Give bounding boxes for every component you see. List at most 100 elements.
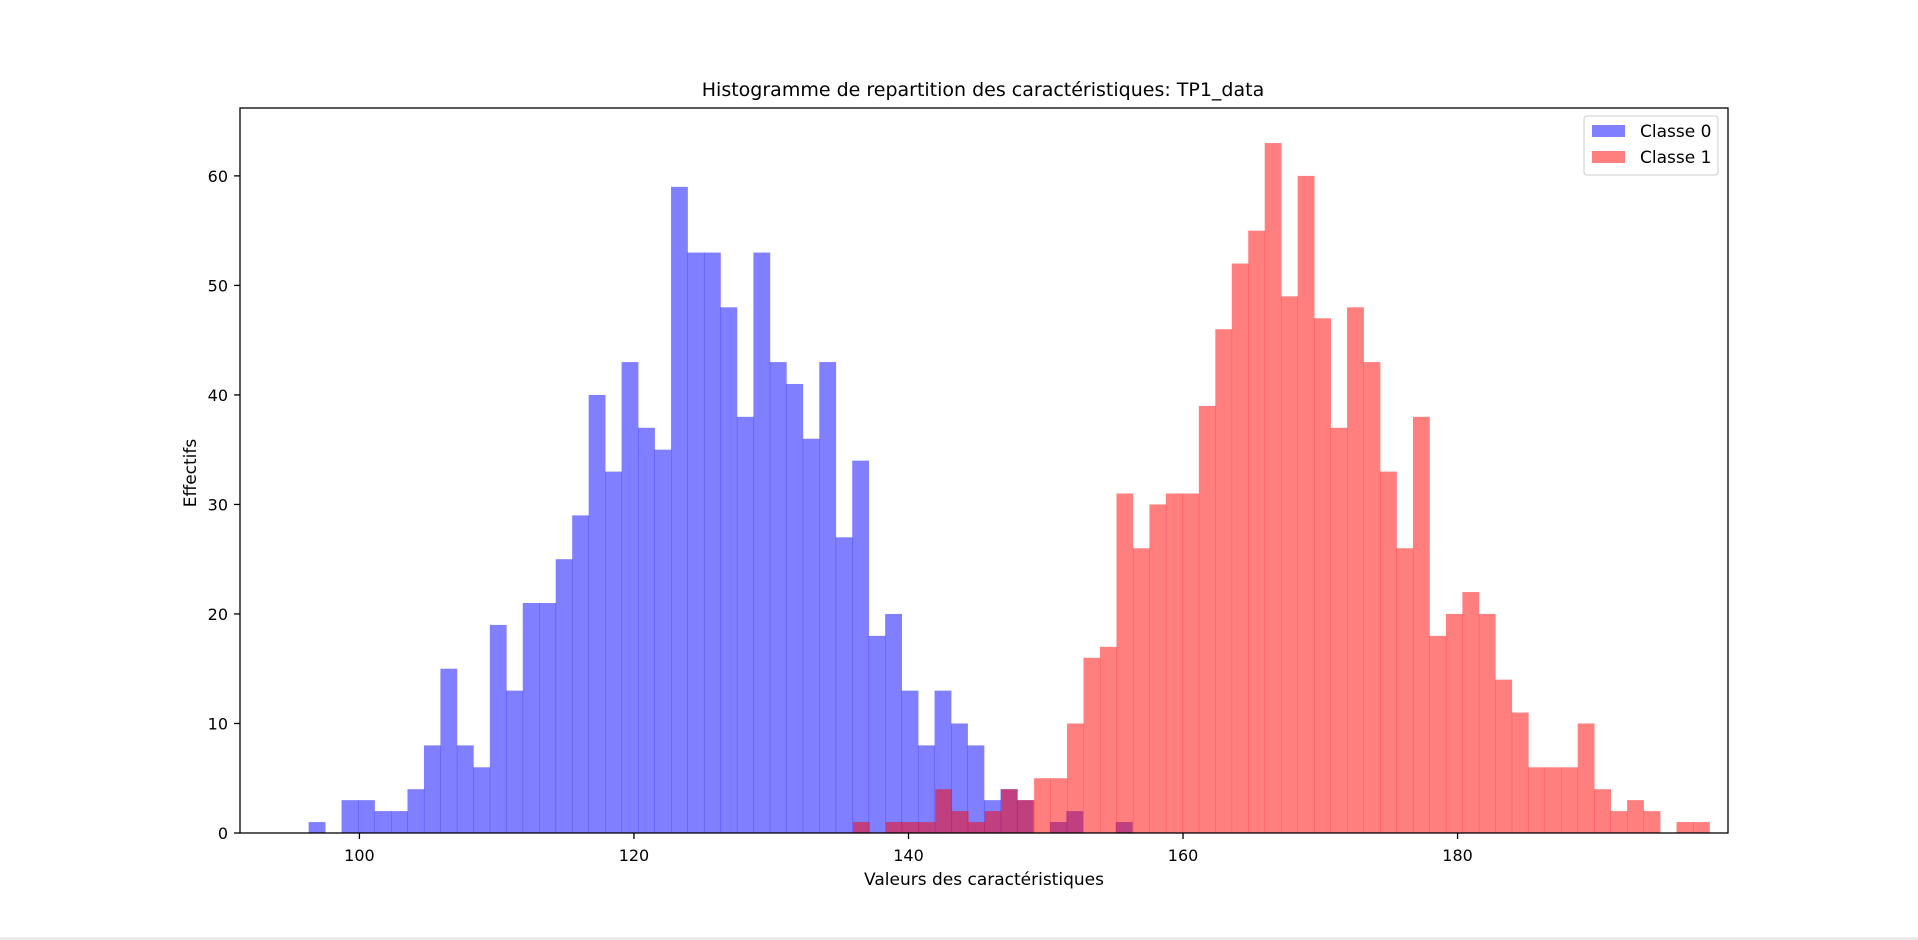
histogram-bar [1643, 811, 1661, 833]
histogram-bar [1594, 789, 1611, 833]
histogram-bar [671, 186, 688, 834]
histogram-bar [802, 438, 820, 833]
legend: Classe 0 Classe 1 [1583, 115, 1719, 176]
histogram-bar [868, 635, 886, 833]
histogram-bar [852, 460, 870, 833]
histogram-bar [308, 822, 326, 833]
histogram-bar [621, 362, 639, 833]
y-axis-label: Effectifs [181, 439, 201, 508]
x-tick-label: 160 [1168, 846, 1199, 865]
legend-label-classe-0: Classe 0 [1640, 122, 1711, 142]
histogram-bar [769, 362, 787, 833]
histogram-bar [786, 383, 804, 833]
histogram-bar [1050, 778, 1068, 833]
histogram-bar [539, 603, 557, 833]
histogram-bar [935, 789, 953, 833]
histogram-bar [423, 745, 441, 833]
histogram-bar [506, 690, 524, 833]
histogram-bar [819, 362, 837, 833]
histogram-bar [1544, 767, 1562, 833]
histogram-bar [852, 822, 870, 833]
x-tick-label: 180 [1442, 846, 1473, 865]
histogram-bar [1495, 679, 1513, 833]
histogram-bar [358, 800, 375, 833]
histogram-bar [703, 252, 721, 833]
histogram-bar [555, 559, 573, 833]
histogram-bar [1561, 767, 1579, 833]
histogram-bar [967, 745, 985, 833]
histogram-bar [1347, 307, 1364, 833]
y-tick-label: 30 [208, 495, 228, 514]
plot-area [308, 143, 1710, 834]
y-tick-label: 0 [218, 824, 228, 843]
histogram-bar [1330, 427, 1348, 833]
histogram-bar [1182, 493, 1200, 833]
histogram-bar [736, 416, 754, 833]
histogram-bar [901, 690, 919, 833]
x-axis-label: Valeurs des caractéristiques [864, 870, 1104, 890]
histogram-bar [1429, 635, 1447, 833]
histogram-bar [1264, 143, 1282, 834]
histogram-bar [1676, 822, 1694, 833]
classe-0-bars [308, 186, 1133, 834]
x-tick-label: 140 [893, 846, 924, 865]
histogram-bar [1248, 230, 1266, 833]
histogram-bar [1396, 548, 1414, 833]
histogram-bar [968, 822, 986, 833]
histogram-bar [1462, 592, 1480, 833]
histogram-bar [407, 789, 425, 833]
legend-swatch-classe-0 [1592, 125, 1625, 137]
histogram-bar [1528, 767, 1546, 833]
bottom-strip [0, 937, 1918, 940]
histogram-bar [720, 307, 738, 833]
histogram-bar [1067, 723, 1084, 833]
histogram-bar [1610, 811, 1628, 833]
y-tick-label: 40 [208, 386, 228, 405]
x-tick-label: 120 [619, 846, 650, 865]
histogram-bar [391, 811, 408, 833]
histogram-bar [885, 613, 902, 833]
histogram-bar [456, 745, 474, 833]
histogram-bar [638, 427, 655, 833]
histogram-bar [605, 471, 622, 833]
legend-label-classe-1: Classe 1 [1640, 148, 1711, 168]
y-tick-label: 10 [208, 714, 228, 733]
histogram-bar [1511, 712, 1529, 833]
histogram-bar [473, 767, 491, 833]
histogram-bar [572, 515, 590, 833]
histogram-bar [1281, 296, 1299, 833]
histogram-bar [885, 822, 903, 833]
histogram-bar [1297, 175, 1315, 833]
y-tick-label: 20 [208, 605, 228, 624]
histogram-bar [588, 394, 606, 833]
histogram-bar [951, 811, 969, 833]
histogram-bar [1627, 800, 1644, 833]
histogram-bar [654, 449, 672, 833]
histogram-bar [374, 811, 392, 833]
x-axis: 100 120 140 160 180 [344, 833, 1473, 865]
histogram-bar [1132, 548, 1150, 833]
histogram-bar [984, 811, 1002, 833]
legend-swatch-classe-1 [1592, 151, 1625, 163]
histogram-bar [902, 822, 920, 833]
axes-frame [239, 107, 1729, 834]
histogram-bar [1412, 416, 1430, 833]
histogram-bar [489, 624, 507, 833]
histogram-bar [440, 668, 458, 833]
y-tick-label: 50 [208, 276, 228, 295]
histogram-bar [1215, 329, 1233, 833]
histogram-bar [1231, 263, 1249, 833]
histogram-bar [753, 252, 771, 833]
histogram-bar [1165, 493, 1183, 833]
histogram-bar [835, 537, 853, 833]
histogram-bar [1099, 646, 1117, 833]
histogram-bar [1577, 723, 1595, 833]
histogram-bar [1445, 613, 1463, 833]
x-tick-label: 100 [344, 846, 375, 865]
histogram-bar [918, 822, 936, 833]
classe-1-bars [852, 143, 1710, 834]
histogram-bar [1034, 778, 1051, 833]
histogram-bar [341, 800, 359, 833]
histogram-bar [1116, 493, 1134, 833]
